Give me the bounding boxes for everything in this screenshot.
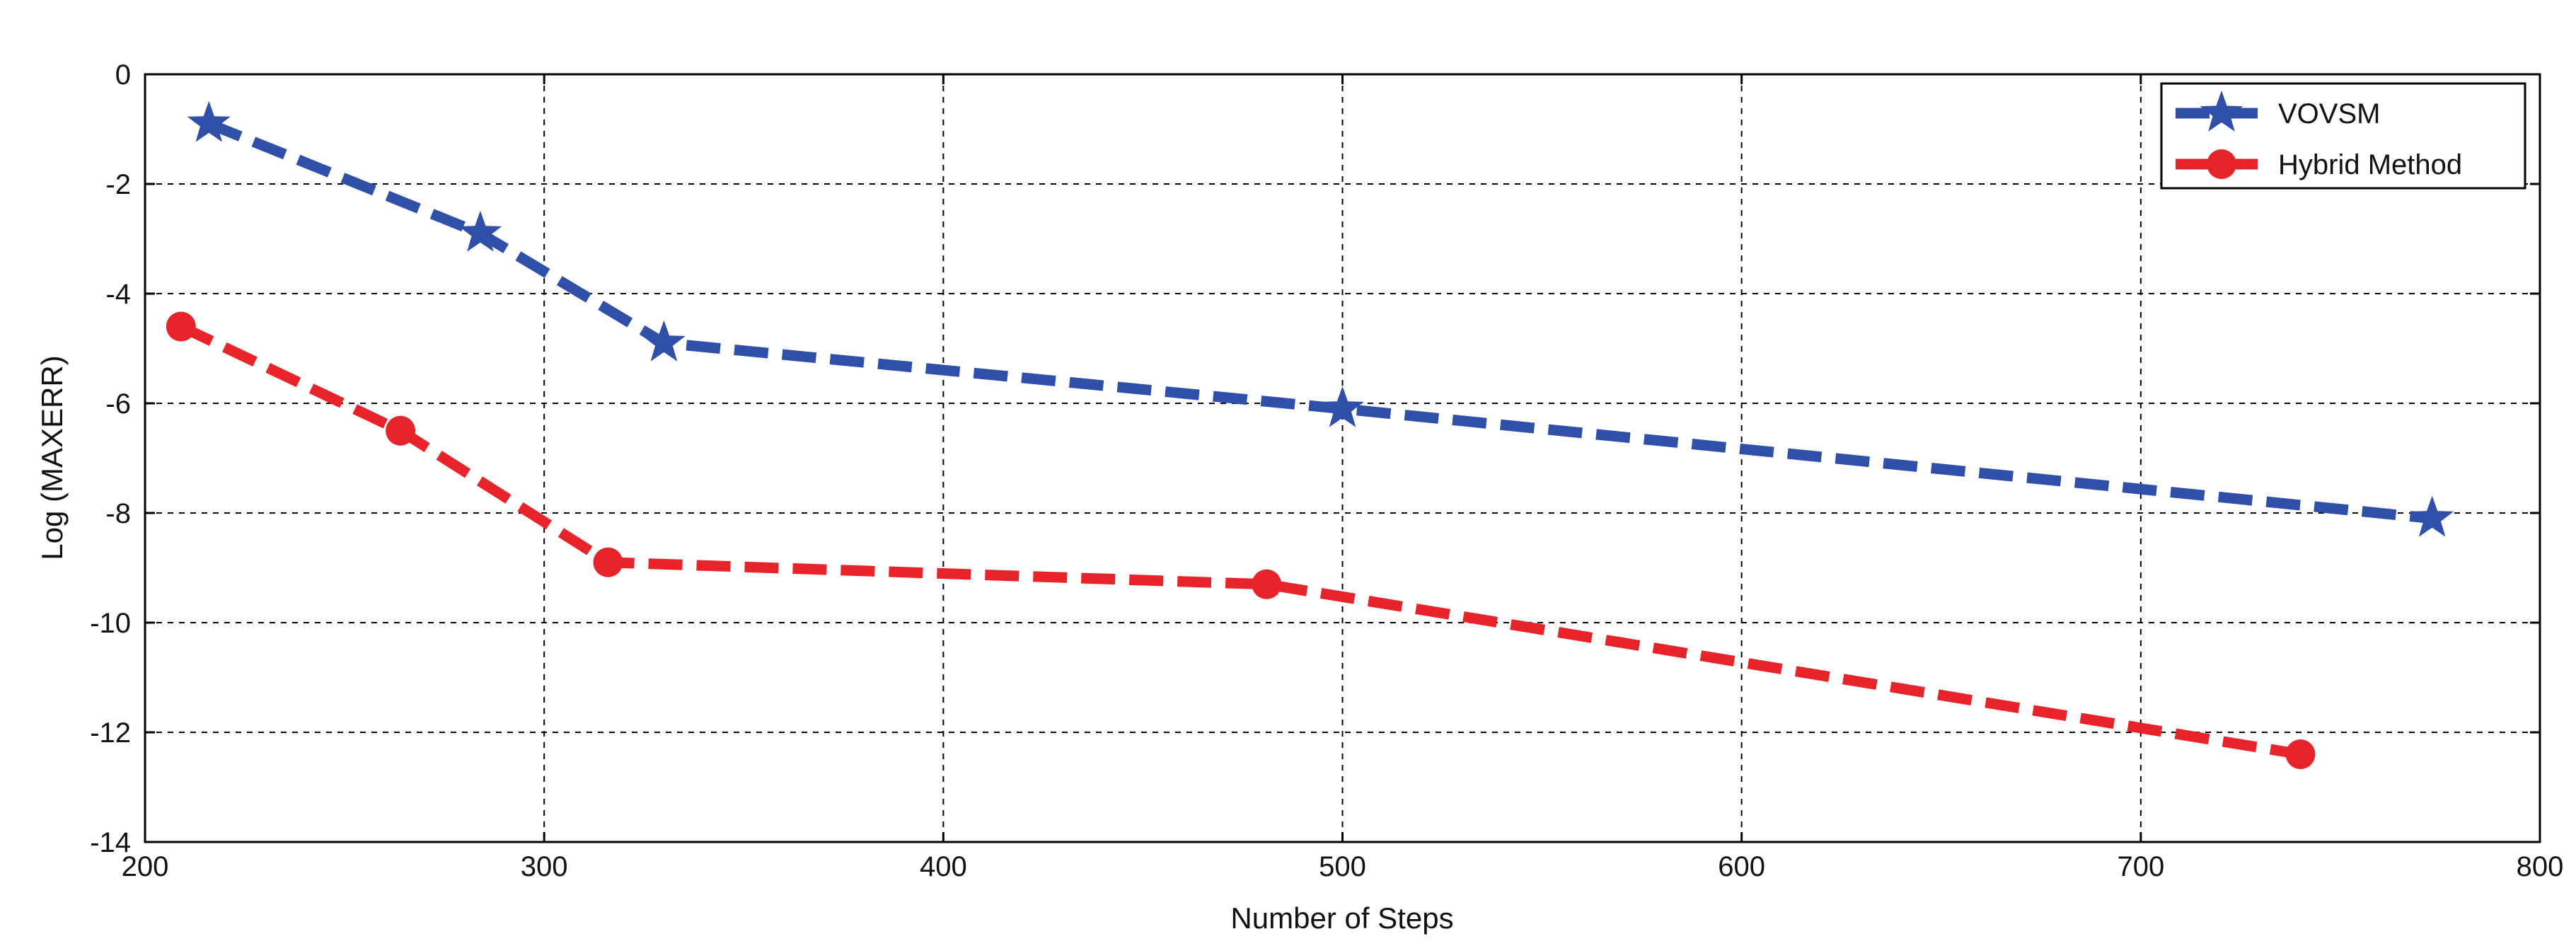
data-point-hybrid-method: [1252, 569, 1282, 599]
x-tick-label: 300: [521, 851, 568, 882]
x-tick-label: 400: [920, 851, 967, 882]
legend-circle-marker-icon: [2207, 149, 2236, 179]
y-tick-label: -12: [90, 717, 131, 749]
y-tick-label: -14: [90, 827, 131, 858]
x-tick-label: 200: [122, 851, 169, 882]
y-tick-label: -2: [105, 169, 131, 200]
data-point-vovsm: [2410, 495, 2454, 537]
x-tick-label: 700: [2117, 851, 2164, 882]
x-axis-title: Number of Steps: [1230, 901, 1453, 935]
data-point-vovsm: [187, 100, 231, 142]
y-tick-label: -8: [105, 498, 131, 529]
x-tick-label: 800: [2517, 851, 2564, 882]
data-point-hybrid-method: [593, 547, 623, 577]
x-tick-label: 500: [1319, 851, 1366, 882]
axis-ticks: 200 300 400 500 600 700 800 0 -2 -4 -6 -8 -10 -12 -14: [90, 59, 2563, 882]
data-point-vovsm: [1321, 386, 1364, 427]
y-axis-title: Log (MAXERR): [35, 355, 69, 560]
data-point-hybrid-method: [386, 415, 416, 446]
x-tick-label: 600: [1718, 851, 1765, 882]
y-tick-label: 0: [115, 59, 131, 91]
data-point-vovsm: [458, 210, 502, 252]
data-point-hybrid-method: [166, 311, 196, 342]
y-tick-label: -10: [90, 608, 131, 639]
data-point-vovsm: [642, 320, 686, 362]
data-point-hybrid-method: [2285, 739, 2316, 769]
legend: VOVSM Hybrid Method: [2160, 82, 2526, 190]
series-group: [166, 100, 2454, 769]
legend-label-vovsm: VOVSM: [2278, 98, 2380, 129]
legend-label-hybrid: Hybrid Method: [2278, 149, 2462, 180]
legend-star-marker-icon: [2200, 91, 2243, 132]
y-tick-label: -4: [105, 279, 131, 310]
y-tick-label: -6: [105, 388, 131, 420]
